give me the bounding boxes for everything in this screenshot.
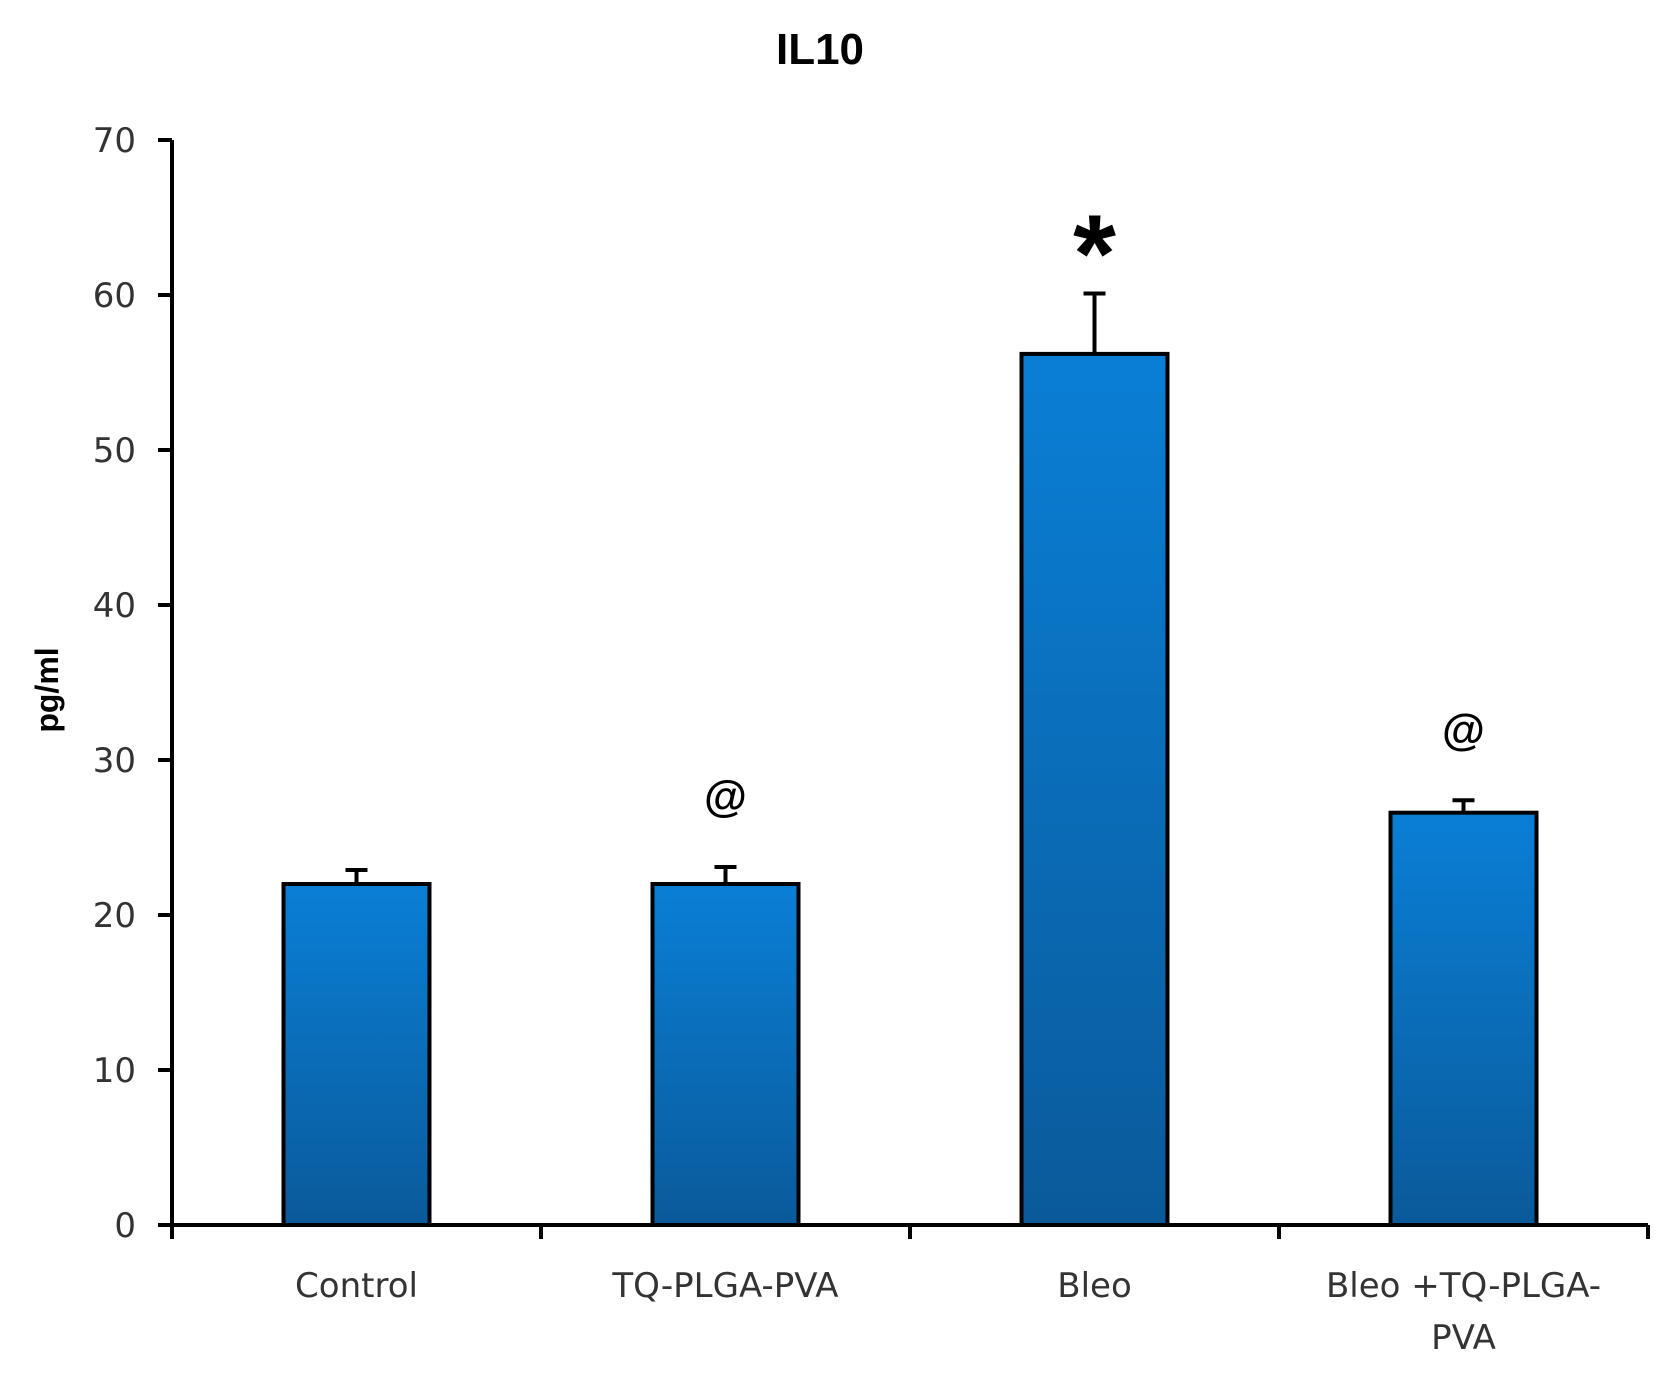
y-axis-label: pg/ml — [29, 647, 65, 732]
x-tick-label: Bleo +TQ-PLGA- — [1326, 1266, 1601, 1306]
significance-at: @ — [704, 772, 747, 821]
plot-area: 0 10 20 30 40 50 60 70 Control @ TQ-PLGA-PVA * Bleo @… — [93, 121, 1650, 1358]
x-tick-label: Bleo — [1057, 1266, 1132, 1306]
significance-star: * — [1073, 192, 1116, 315]
y-tick-label: 50 — [93, 431, 136, 471]
chart-title: IL10 — [776, 25, 864, 74]
y-tick-label: 30 — [93, 741, 136, 781]
y-tick-label: 40 — [93, 586, 136, 626]
y-tick-label: 70 — [93, 121, 136, 161]
bar — [650, 882, 801, 1227]
y-tick-label: 60 — [93, 276, 136, 316]
significance-at: @ — [1442, 705, 1485, 754]
x-tick-label: PVA — [1431, 1318, 1496, 1358]
x-tick-label: TQ-PLGA-PVA — [611, 1266, 838, 1306]
y-tick-label: 0 — [114, 1206, 136, 1246]
y-tick-label: 20 — [93, 896, 136, 936]
bar — [281, 882, 432, 1227]
x-tick-label: Control — [295, 1266, 418, 1306]
bar — [1388, 810, 1539, 1227]
y-tick-label: 10 — [93, 1051, 136, 1091]
bar — [1019, 351, 1170, 1227]
